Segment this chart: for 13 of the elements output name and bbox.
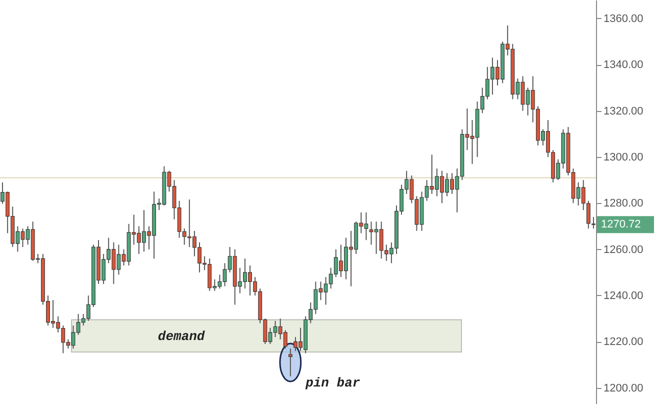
band-label: demand bbox=[158, 328, 206, 344]
y-tick-label: 1340.00 bbox=[604, 59, 644, 72]
y-tick-label: 1220.00 bbox=[604, 336, 644, 348]
y-tick-label: 1320.00 bbox=[604, 105, 644, 118]
candlestick bbox=[288, 348, 292, 377]
y-tick-label: 1360.00 bbox=[604, 12, 644, 25]
y-tick-label: 1260.00 bbox=[604, 244, 644, 256]
y-tick-label: 1240.00 bbox=[604, 290, 644, 302]
y-tick-label: 1300.00 bbox=[604, 151, 644, 164]
y-tick-label: 1200.00 bbox=[604, 382, 644, 394]
y-tick-label: 1280.00 bbox=[604, 198, 644, 210]
annotation: pin bar bbox=[304, 375, 360, 390]
text: 1270.72 bbox=[601, 218, 641, 231]
